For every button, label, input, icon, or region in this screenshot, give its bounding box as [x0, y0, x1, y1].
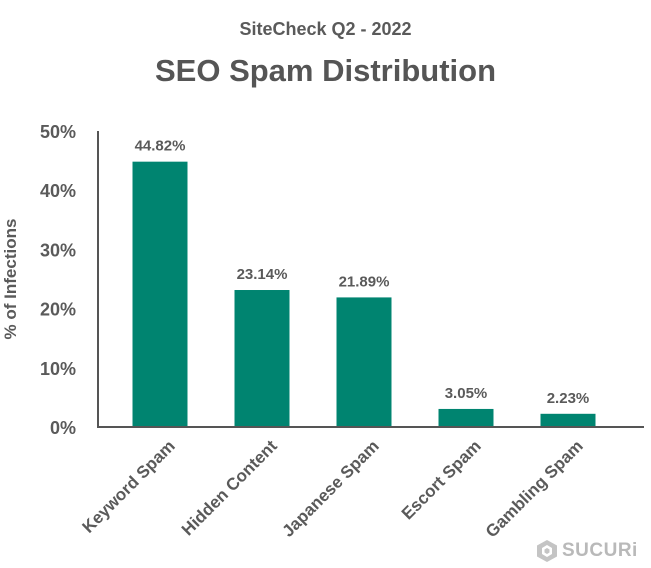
bar-hidden-content — [234, 290, 290, 427]
sucuri-logo-icon — [537, 540, 557, 562]
chart-subtitle: SiteCheck Q2 - 2022 — [239, 19, 412, 39]
chart-title: SEO Spam Distribution — [154, 53, 497, 88]
y-tick-label: 10% — [40, 359, 76, 379]
x-tick-label: Hidden Content — [178, 436, 281, 539]
bar-japanese-spam — [336, 297, 392, 427]
y-tick-label: 50% — [40, 122, 76, 142]
bar-keyword-spam — [132, 161, 188, 428]
logo-text: SUCURi — [562, 540, 638, 561]
bar-escort-spam — [438, 408, 494, 427]
y-axis-title: % of Infections — [1, 219, 20, 340]
bar-gambling-spam — [540, 413, 596, 427]
x-tick-label: Escort Spam — [398, 436, 485, 523]
data-label: 2.23% — [547, 390, 590, 407]
x-tick-label: Japanese Spam — [279, 436, 383, 540]
sucuri-logo: SUCURi — [536, 538, 638, 564]
data-label: 21.89% — [339, 273, 390, 290]
data-label: 3.05% — [445, 385, 488, 402]
y-tick-label: 40% — [40, 181, 76, 201]
y-tick-label: 20% — [40, 300, 76, 320]
y-tick-label: 0% — [50, 418, 76, 438]
data-label: 44.82% — [135, 138, 186, 155]
x-tick-label: Keyword Spam — [79, 436, 179, 536]
data-label: 23.14% — [237, 266, 288, 283]
y-tick-label: 30% — [40, 240, 76, 260]
x-tick-label: Gambling Spam — [482, 436, 587, 541]
